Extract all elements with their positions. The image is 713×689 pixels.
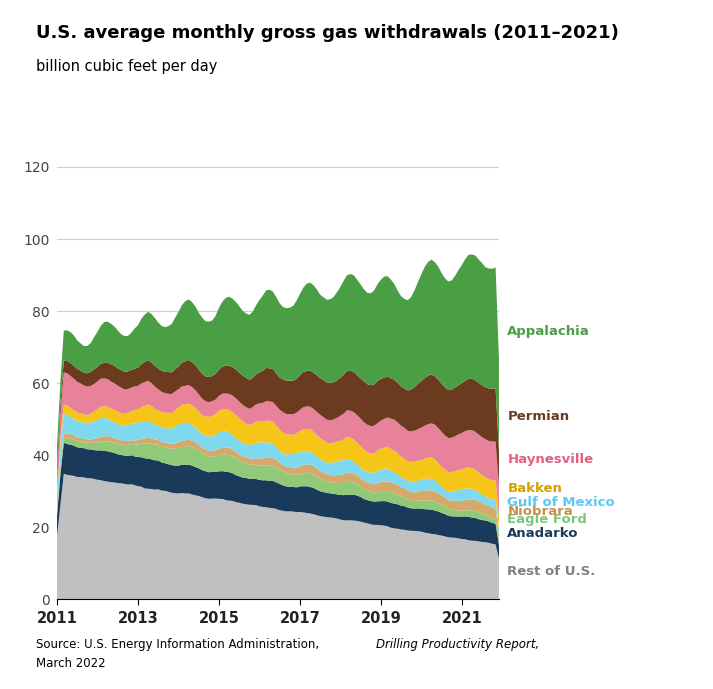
- Text: Drilling Productivity Report,: Drilling Productivity Report,: [376, 638, 540, 651]
- Text: Eagle Ford: Eagle Ford: [507, 513, 587, 526]
- Text: Permian: Permian: [507, 410, 570, 422]
- Text: Appalachia: Appalachia: [507, 325, 590, 338]
- Text: Rest of U.S.: Rest of U.S.: [507, 565, 595, 578]
- Text: Niobrara: Niobrara: [507, 505, 573, 518]
- Text: March 2022: March 2022: [36, 657, 106, 670]
- Text: Anadarko: Anadarko: [507, 526, 579, 539]
- Text: Gulf of Mexico: Gulf of Mexico: [507, 495, 615, 508]
- Text: billion cubic feet per day: billion cubic feet per day: [36, 59, 217, 74]
- Text: Haynesville: Haynesville: [507, 453, 593, 466]
- Text: Bakken: Bakken: [507, 482, 562, 495]
- Text: U.S. average monthly gross gas withdrawals (2011–2021): U.S. average monthly gross gas withdrawa…: [36, 24, 618, 42]
- Text: Source: U.S. Energy Information Administration,: Source: U.S. Energy Information Administ…: [36, 638, 322, 651]
